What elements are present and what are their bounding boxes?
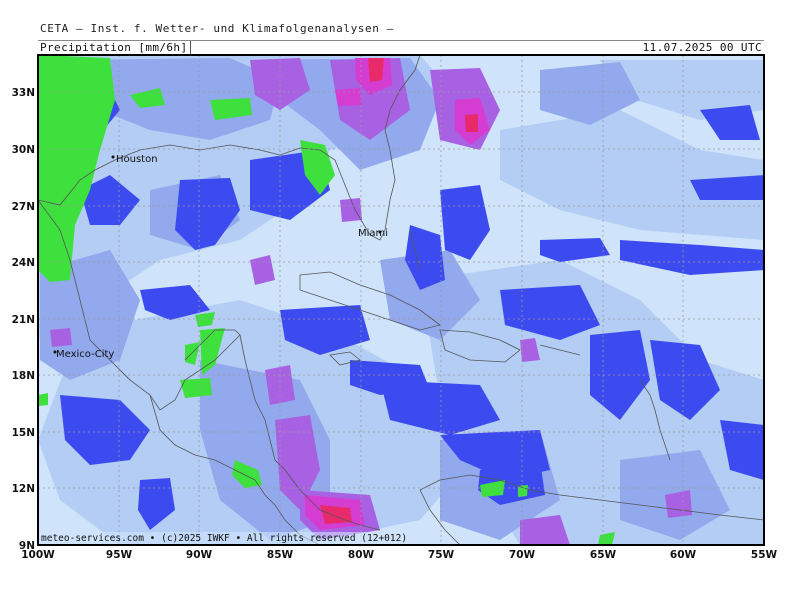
city-marker-houston bbox=[111, 155, 115, 159]
lat-label: 21N bbox=[12, 314, 35, 326]
lat-label: 27N bbox=[12, 201, 35, 213]
lat-label: 18N bbox=[12, 370, 35, 382]
credit-bg bbox=[38, 532, 404, 544]
lat-label: 12N bbox=[12, 483, 35, 495]
lon-label: 80W bbox=[348, 549, 375, 561]
city-marker-mexico-city bbox=[53, 350, 57, 354]
lat-label: 15N bbox=[12, 427, 35, 439]
valid-time: 11.07.2025 00 UTC bbox=[642, 41, 762, 54]
lon-label: 90W bbox=[186, 549, 213, 561]
lat-label: 9N bbox=[19, 540, 35, 552]
city-marker-miami bbox=[378, 230, 382, 234]
lon-label: 75W bbox=[428, 549, 455, 561]
lon-label: 100W bbox=[21, 549, 55, 561]
lon-label: 95W bbox=[106, 549, 133, 561]
precipitation-field bbox=[38, 55, 764, 545]
lon-label: 65W bbox=[590, 549, 617, 561]
lat-label: 30N bbox=[12, 144, 35, 156]
lat-label: 24N bbox=[12, 257, 35, 269]
lat-label: 33N bbox=[12, 87, 35, 99]
coastlines bbox=[38, 55, 764, 545]
lon-label: 55W bbox=[751, 549, 778, 561]
map-frame bbox=[37, 54, 765, 546]
credit-text: meteo-services.com • (c)2025 IWKF • All … bbox=[41, 533, 407, 544]
subheader: Precipitation [mm/6h] 11.07.2025 00 UTC bbox=[38, 40, 764, 54]
lon-label: 60W bbox=[670, 549, 697, 561]
city-label-miami: Miami bbox=[358, 228, 388, 239]
lon-label: 70W bbox=[509, 549, 536, 561]
green-precip-areas bbox=[38, 55, 615, 545]
product-label: Precipitation [mm/6h] bbox=[40, 41, 192, 54]
city-label-houston: Houston bbox=[116, 154, 158, 165]
header-title: CETA — Inst. f. Wetter- und Klimafolgena… bbox=[40, 22, 394, 35]
city-label-mexico-city: Mexico-City bbox=[56, 349, 114, 360]
grid bbox=[38, 55, 764, 545]
lon-label: 85W bbox=[267, 549, 294, 561]
